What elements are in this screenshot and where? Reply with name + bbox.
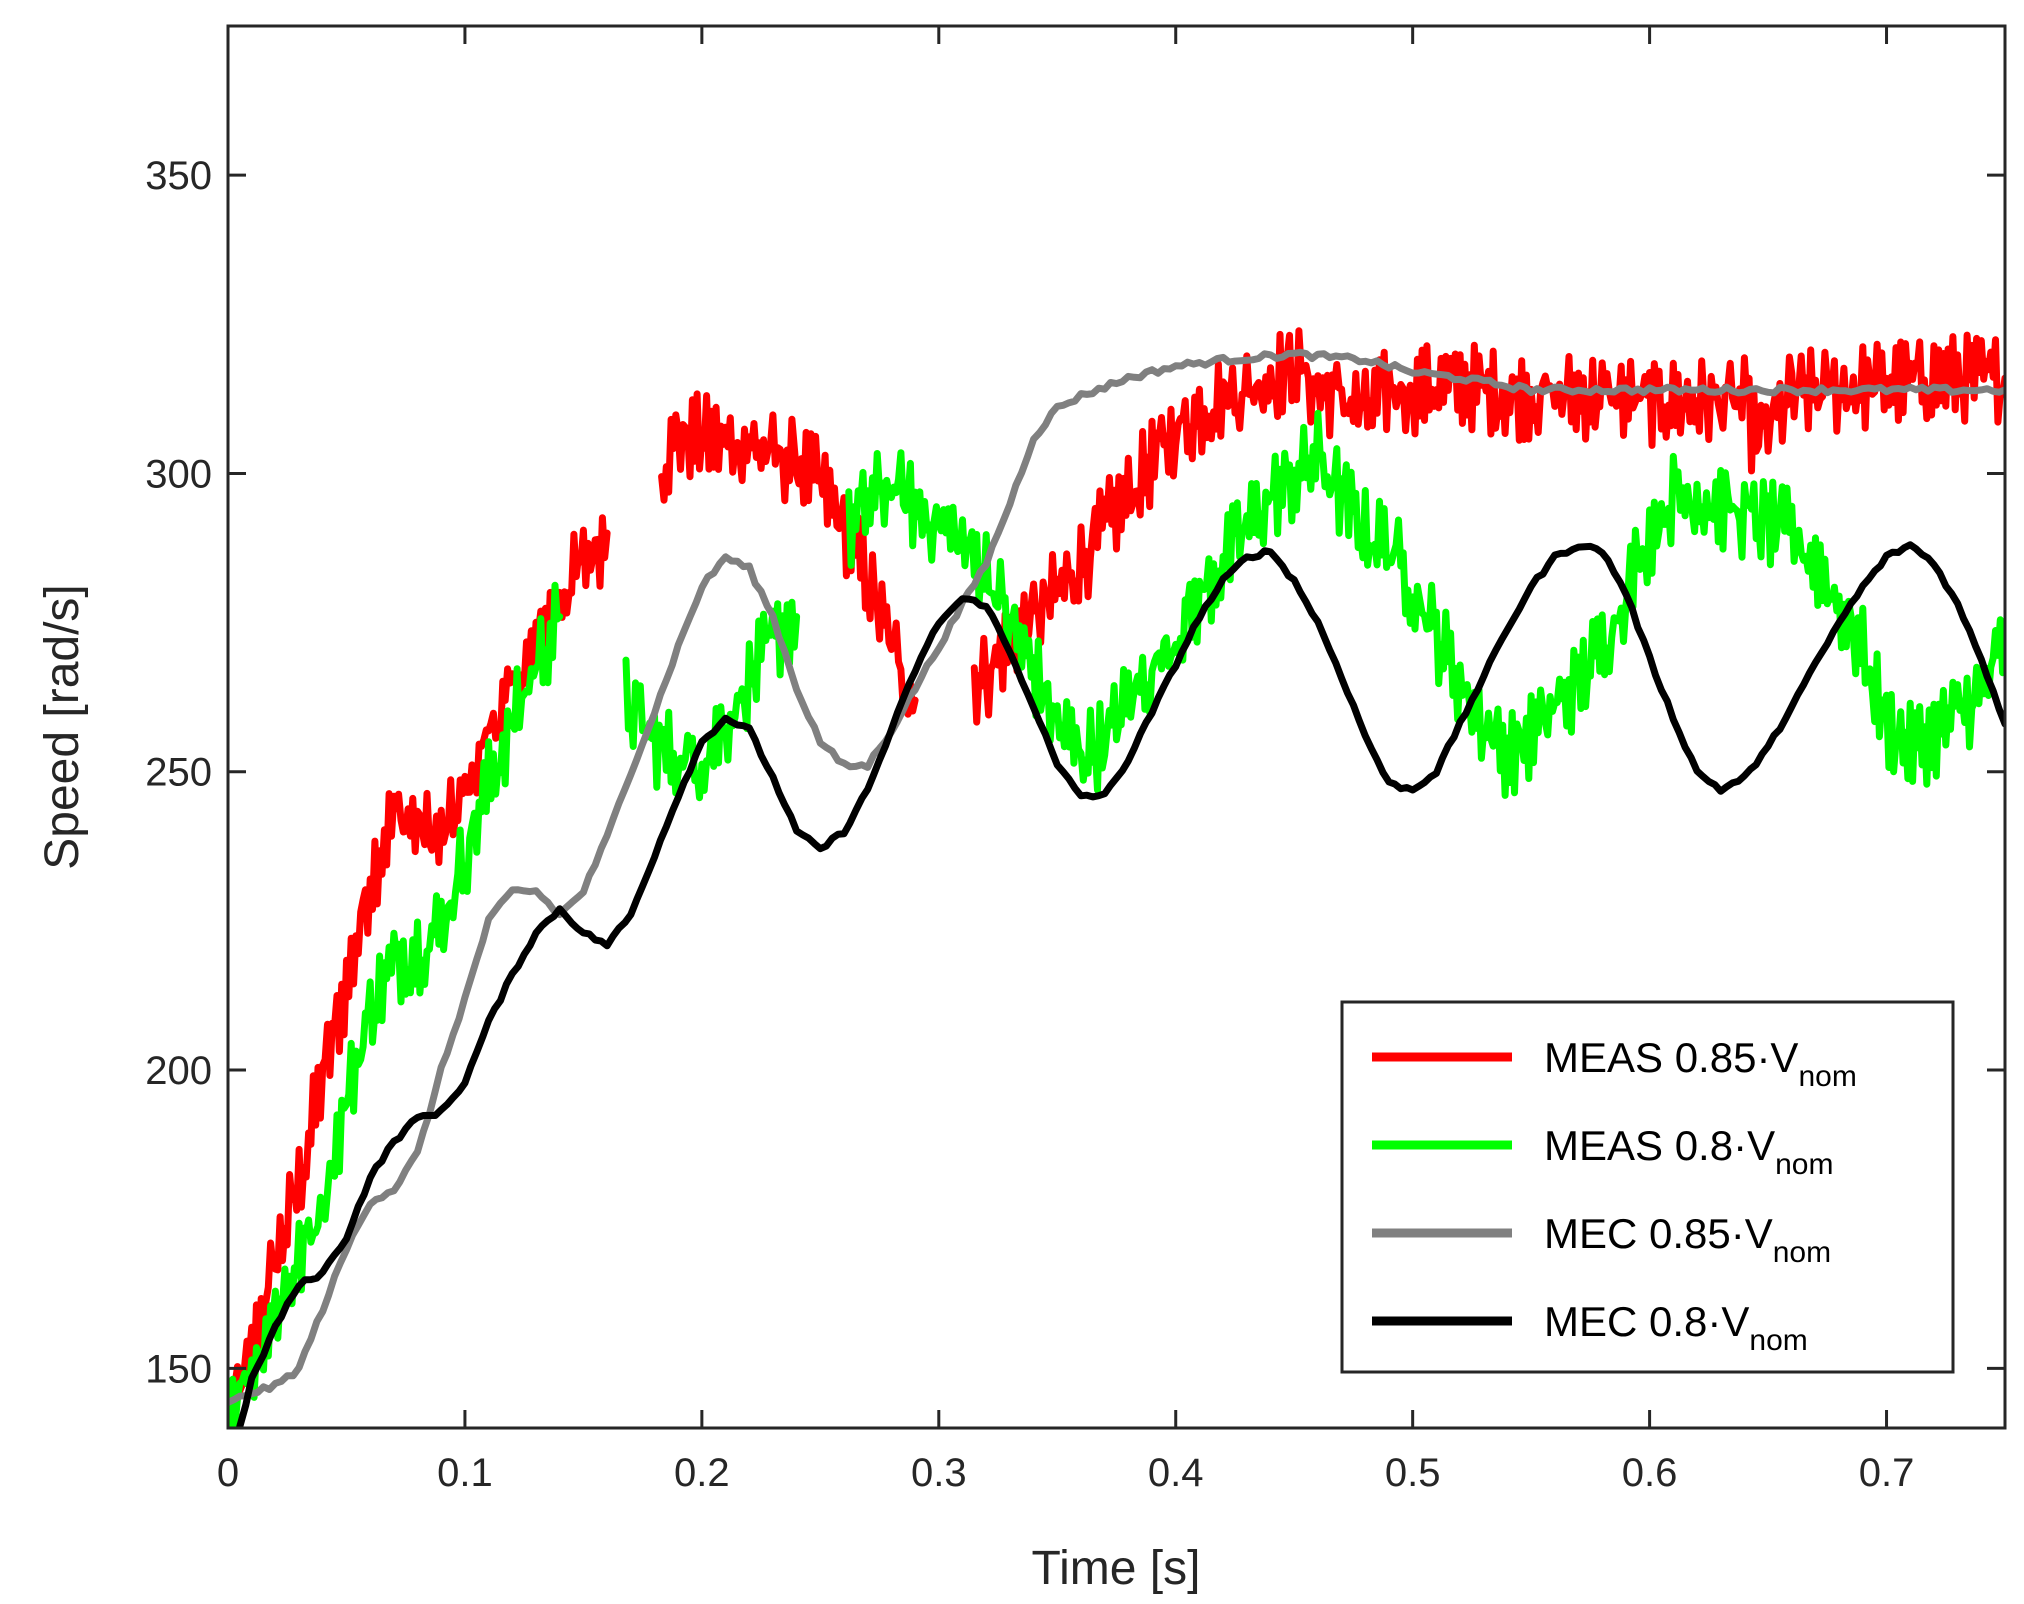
series-4 [236, 541, 2005, 1428]
series-line [236, 541, 2005, 1428]
x-axis-label: Time [s] [1032, 1542, 1201, 1595]
plot-frame [226, 24, 2007, 1430]
series-layer [228, 327, 2005, 1428]
legend-label: MEC 0.85·Vnom [1544, 1210, 1831, 1269]
series-3 [228, 348, 2005, 1406]
x-tick-label: 0.2 [674, 1451, 730, 1495]
y-tick-label: 200 [145, 1049, 212, 1093]
series-line [228, 348, 2005, 1406]
legend-label: MEAS 0.85·Vnom [1544, 1034, 1857, 1093]
legend-label: MEAS 0.8·Vnom [1544, 1122, 1833, 1181]
series-line [658, 390, 919, 718]
x-tick-label: 0.1 [437, 1451, 493, 1495]
legend-label-main: MEC 0.8·V [1544, 1298, 1749, 1345]
legend-label-subscript: nom [1749, 1324, 1807, 1357]
legend-label-subscript: nom [1798, 1060, 1856, 1093]
y-tick-label: 350 [145, 154, 212, 198]
x-tick-label: 0.4 [1148, 1451, 1204, 1495]
legend-label-main: MEC 0.85·V [1544, 1210, 1773, 1257]
tick-labels-layer: 0 0.1 0.2 0.3 0.4 0.5 0.6 0.7 150 200 250 300 350 [145, 154, 1914, 1495]
y-tick-label: 300 [145, 452, 212, 496]
y-tick-label: 250 [145, 751, 212, 795]
x-tick-label: 0 [217, 1451, 239, 1495]
legend-label-main: MEAS 0.85·V [1544, 1034, 1798, 1081]
legend-label-subscript: nom [1773, 1236, 1831, 1269]
legend-box [1340, 1000, 1955, 1374]
legend-label-main: MEAS 0.8·V [1544, 1122, 1775, 1169]
series-line [228, 581, 564, 1428]
legend-label-subscript: nom [1775, 1148, 1833, 1181]
y-axis-label: Speed [rad/s] [36, 584, 89, 870]
x-tick-label: 0.5 [1385, 1451, 1441, 1495]
legend-label: MEC 0.8·Vnom [1544, 1298, 1808, 1357]
x-tick-label: 0.3 [911, 1451, 967, 1495]
x-tick-label: 0.7 [1859, 1451, 1915, 1495]
series-line [845, 409, 2005, 799]
y-tick-label: 150 [145, 1347, 212, 1391]
series-line [970, 327, 2005, 726]
x-tick-label: 0.6 [1622, 1451, 1678, 1495]
